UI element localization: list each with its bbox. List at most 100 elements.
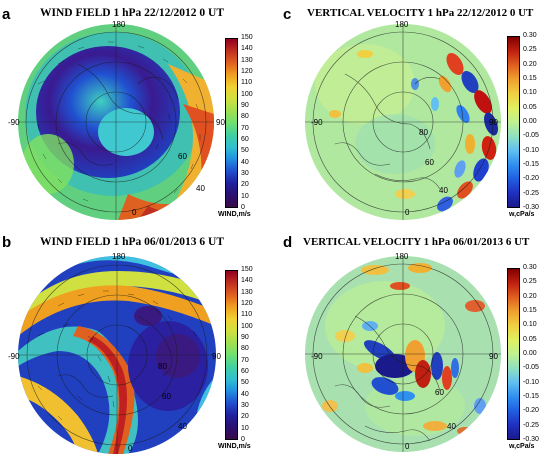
label-left: -90 — [8, 118, 20, 127]
colorbar-tick-label: 110 — [241, 311, 253, 319]
colorbar-tick-label: 40 — [241, 390, 249, 398]
colorbar-tick-label: 40 — [241, 158, 249, 166]
label-top: 180 — [112, 252, 126, 261]
colorbar-tick-label: 0.25 — [523, 278, 537, 286]
panel-title: WIND FIELD 1 hPa 22/12/2012 0 UT — [40, 7, 225, 19]
colorbar-tick-label: 30 — [241, 402, 249, 409]
colorbar-unit: WIND,m/s — [218, 443, 251, 450]
colorbar — [507, 268, 520, 440]
colorbar-tick-label: 60 — [241, 136, 249, 143]
panel-a: a WIND FIELD 1 hPa 22/12/2012 0 UT — [0, 0, 275, 232]
colorbar-tick-label: 0.15 — [523, 75, 537, 82]
panel-letter: b — [2, 234, 12, 251]
label-lat: 80 — [158, 362, 167, 371]
colorbar-tick-label: 100 — [241, 322, 253, 330]
colorbar-tick-label: 80 — [241, 345, 249, 353]
colorbar-tick-label: 70 — [241, 356, 249, 364]
panel-title: WIND FIELD 1 hPa 06/01/2013 6 UT — [40, 236, 225, 248]
colorbar-tick-label: 50 — [241, 147, 249, 155]
colorbar-tick-label: -0.20 — [523, 175, 539, 183]
colorbar-tick-label: 120 — [241, 300, 253, 307]
label-lat: 40 — [196, 184, 205, 193]
colorbar-tick-label: 0.10 — [523, 89, 537, 97]
colorbar-unit: w,cPa/s — [509, 211, 535, 218]
colorbar-tick-label: 0.05 — [523, 103, 537, 111]
panel-b: b WIND FIELD 1 hPa 06/01/2013 6 UT — [0, 232, 275, 465]
colorbar-tick-label: -0.05 — [523, 132, 539, 140]
label-lat: 60 — [162, 392, 171, 401]
colorbar-tick-label: 0.20 — [523, 60, 537, 68]
colorbar-tick-label: 20 — [241, 181, 249, 189]
colorbar-tick-label: 130 — [241, 56, 253, 64]
colorbar-tick-label: 20 — [241, 413, 249, 421]
label-bottom: 0 — [132, 208, 137, 217]
colorbar-tick-label: 0.20 — [523, 292, 537, 300]
label-bottom: 0 — [405, 208, 410, 217]
label-right: 90 — [489, 118, 498, 127]
colorbar-unit: WIND,m/s — [218, 211, 251, 218]
colorbar-tick-label: 140 — [241, 277, 253, 285]
colorbar — [507, 36, 520, 208]
colorbar-tick-label: 0 — [241, 436, 245, 443]
colorbar-tick-label: 0.25 — [523, 46, 537, 54]
colorbar-tick-label: 0.30 — [523, 264, 537, 271]
wind-map-graphic — [18, 24, 214, 220]
label-left: -90 — [311, 352, 323, 361]
label-left: -90 — [311, 118, 323, 127]
label-lat: 40 — [447, 422, 456, 431]
colorbar-tick-label: 10 — [241, 424, 249, 432]
label-lat: 40 — [439, 186, 448, 195]
colorbar-tick-label: 0.15 — [523, 307, 537, 314]
label-left: -90 — [8, 352, 20, 361]
label-top: 180 — [112, 20, 126, 29]
panel-letter: c — [283, 6, 292, 23]
label-right: 90 — [216, 118, 225, 127]
colorbar-tick-label: 30 — [241, 170, 249, 177]
colorbar-tick-label: 0.30 — [523, 32, 537, 39]
colorbar-tick-label: 0.05 — [523, 335, 537, 343]
colorbar-tick-label: -0.30 — [523, 204, 539, 211]
label-bottom: 0 — [405, 442, 410, 451]
wind-map — [18, 24, 214, 220]
label-lat: 60 — [178, 152, 187, 161]
colorbar-tick-label: 150 — [241, 34, 253, 41]
colorbar-tick-label: -0.15 — [523, 393, 539, 400]
colorbar-tick-label: 90 — [241, 334, 249, 341]
colorbar — [225, 38, 238, 208]
vertical-velocity-map-graphic — [305, 24, 501, 220]
label-right: 90 — [489, 352, 498, 361]
panel-letter: d — [283, 234, 293, 251]
label-top: 180 — [395, 20, 409, 29]
colorbar-tick-label: 80 — [241, 113, 249, 121]
colorbar-tick-label: -0.20 — [523, 407, 539, 415]
vertical-velocity-map-graphic — [305, 256, 501, 452]
colorbar-tick-label: 120 — [241, 68, 253, 75]
label-lat: 60 — [435, 388, 444, 397]
colorbar-tick-label: 0.00 — [523, 118, 537, 125]
label-lat: 40 — [178, 422, 187, 431]
colorbar-tick-label: 150 — [241, 266, 253, 273]
label-right: 90 — [212, 352, 221, 361]
label-lat: 60 — [425, 158, 434, 167]
vertical-velocity-map — [305, 24, 501, 220]
colorbar-tick-label: -0.10 — [523, 146, 539, 154]
colorbar-tick-label: -0.30 — [523, 436, 539, 443]
label-bottom: 0 — [128, 444, 133, 453]
label-lat: 80 — [419, 128, 428, 137]
colorbar-tick-label: -0.25 — [523, 421, 539, 429]
colorbar-unit: w,cPa/s — [509, 443, 535, 450]
panel-title: VERTICAL VELOCITY 1 hPa 06/01/2013 6 UT — [303, 236, 530, 248]
colorbar-tick-label: 50 — [241, 379, 249, 387]
colorbar-tick-label: -0.05 — [523, 364, 539, 372]
vertical-velocity-map — [305, 256, 501, 452]
colorbar-tick-label: 0.00 — [523, 350, 537, 357]
colorbar-tick-label: 140 — [241, 45, 253, 53]
panel-c: c VERTICAL VELOCITY 1 hPa 22/12/2012 0 U… — [275, 0, 550, 232]
colorbar-tick-label: 60 — [241, 368, 249, 375]
colorbar-tick-label: 0 — [241, 204, 245, 211]
colorbar — [225, 270, 238, 440]
colorbar-tick-label: -0.25 — [523, 189, 539, 197]
label-top: 180 — [395, 252, 409, 261]
colorbar-tick-label: 0.10 — [523, 321, 537, 329]
colorbar-tick-label: 70 — [241, 124, 249, 132]
